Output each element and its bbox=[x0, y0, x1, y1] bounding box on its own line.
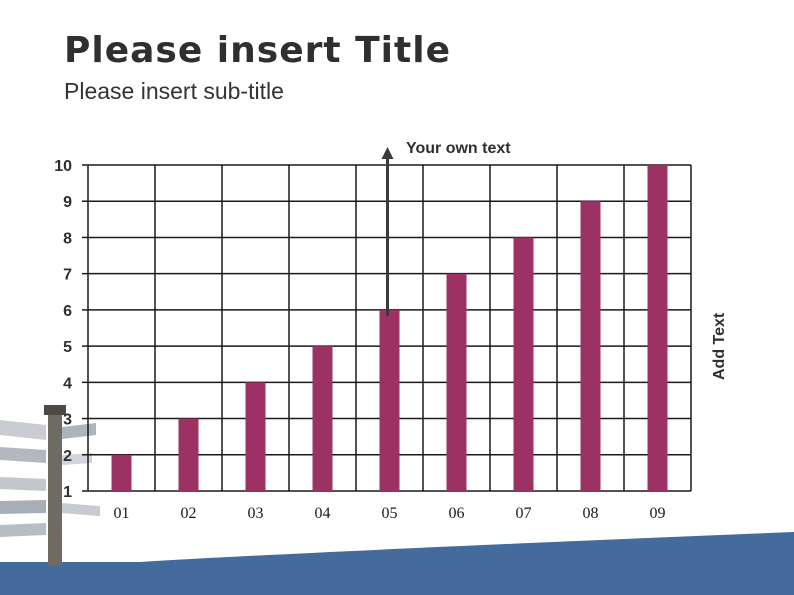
x-tick-label: 04 bbox=[315, 505, 331, 522]
x-tick-label: 08 bbox=[583, 505, 599, 522]
x-tick-label: 01 bbox=[114, 505, 130, 522]
bar-02 bbox=[178, 418, 199, 491]
x-tick-label: 05 bbox=[382, 505, 398, 522]
y-tick-label: 5 bbox=[63, 339, 72, 356]
x-tick-label: 07 bbox=[516, 505, 532, 522]
y-tick-label: 2 bbox=[63, 448, 72, 465]
x-tick-labels: 01 02 03 04 05 06 07 08 09 bbox=[114, 505, 666, 522]
page-subtitle: Please insert sub-title bbox=[64, 78, 284, 104]
arrow-head bbox=[381, 147, 394, 159]
y-tick-label: 1 bbox=[63, 484, 72, 501]
side-label: Add Text bbox=[711, 312, 728, 380]
bar-04 bbox=[312, 346, 333, 491]
y-tick-label: 9 bbox=[63, 194, 72, 211]
y-tick-label: 10 bbox=[54, 158, 72, 175]
x-tick-label: 09 bbox=[650, 505, 666, 522]
arrow-label: Your own text bbox=[406, 140, 511, 157]
y-tick-label: 8 bbox=[63, 230, 72, 247]
bar-05 bbox=[379, 309, 400, 491]
bar-06 bbox=[446, 273, 467, 491]
bar-09 bbox=[647, 165, 668, 491]
y-tick-label: 6 bbox=[63, 303, 72, 320]
x-tick-label: 03 bbox=[248, 505, 264, 522]
y-tick-label: 4 bbox=[63, 375, 72, 392]
signpost-image bbox=[0, 405, 100, 565]
page-title: Please insert Title bbox=[64, 30, 451, 71]
bottom-band-shape bbox=[0, 532, 794, 595]
x-tick-label: 06 bbox=[449, 505, 465, 522]
bars-layer bbox=[111, 165, 668, 491]
bar-07 bbox=[513, 237, 534, 491]
bar-08 bbox=[580, 201, 601, 491]
bar-03 bbox=[245, 382, 266, 491]
y-tick-label: 7 bbox=[63, 267, 72, 284]
annotation-arrow-group bbox=[381, 147, 394, 316]
bar-01 bbox=[111, 454, 132, 491]
y-tick-label: 3 bbox=[63, 412, 72, 429]
y-tick-labels: 1 2 3 4 5 6 7 8 9 10 bbox=[54, 158, 72, 501]
x-tick-label: 02 bbox=[181, 505, 197, 522]
